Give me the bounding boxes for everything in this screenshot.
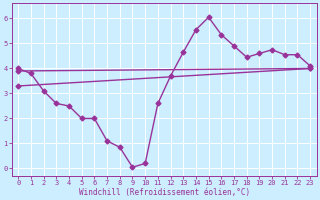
- X-axis label: Windchill (Refroidissement éolien,°C): Windchill (Refroidissement éolien,°C): [79, 188, 250, 197]
